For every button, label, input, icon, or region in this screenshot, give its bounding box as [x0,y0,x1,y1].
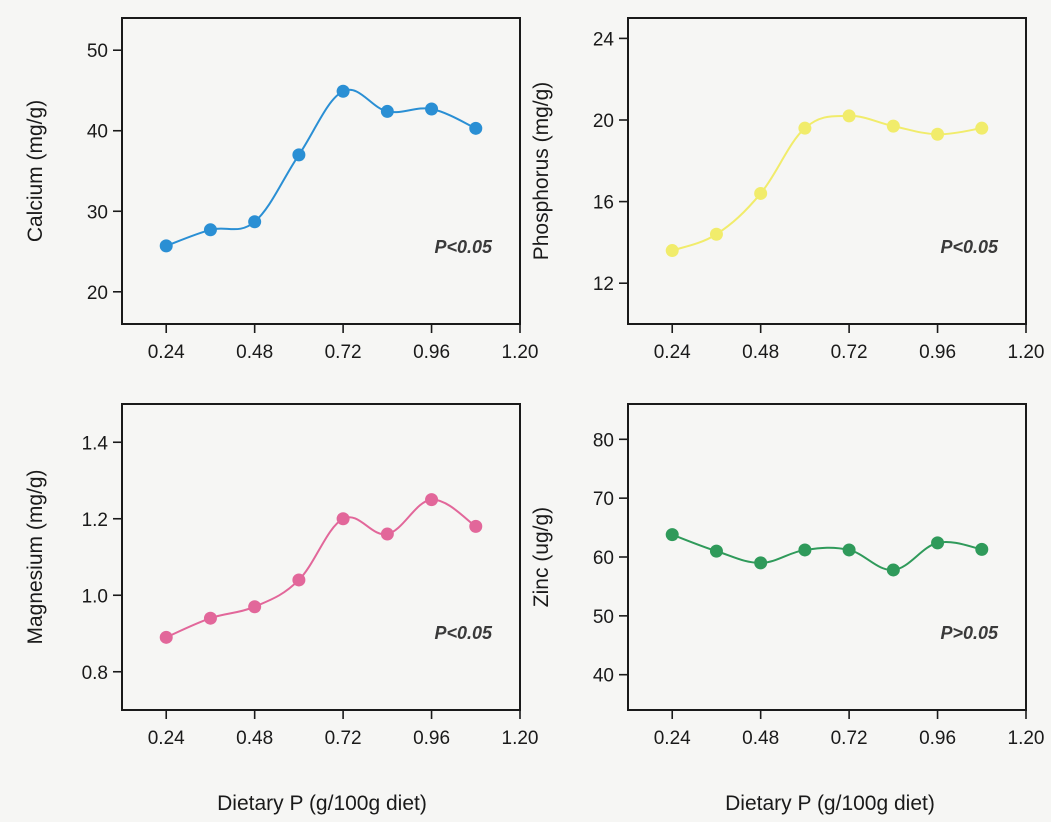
magnesium-x-tick-label: 0.48 [236,728,273,749]
magnesium-y-tick-label: 0.8 [82,663,108,684]
zinc-panel: 0.24 0.48 0.72 0.96 1.20 40 50 60 70 80 Zinc (ug/g… [530,403,1045,749]
magnesium-x-tick-label: 1.20 [502,728,539,749]
calcium-x-tick-label: 0.96 [413,342,450,363]
magnesium-data-point [292,573,306,587]
zinc-x-tick-label: 0.72 [831,728,868,749]
phosphorus-data-point [886,119,900,133]
calcium-data-point [292,148,306,162]
magnesium-data-point [469,519,483,533]
phosphorus-data-point [842,109,856,123]
phosphorus-y-tick-label: 16 [593,193,614,214]
calcium-y-tick-label: 40 [87,122,108,143]
phosphorus-x-tick-label: 0.24 [654,342,691,363]
calcium-y-axis-label: Calcium (mg/g) [24,100,47,242]
magnesium-data-point [380,527,394,541]
phosphorus-data-point [931,127,945,141]
calcium-y-tick-label: 20 [87,283,108,304]
magnesium-y-tick-label: 1.2 [82,510,108,531]
phosphorus-data-point [975,121,989,135]
magnesium-x-tick-label: 0.96 [413,728,450,749]
magnesium-axes-frame [121,403,521,711]
phosphorus-y-axis-label: Phosphorus (mg/g) [530,82,553,261]
calcium-data-point [469,121,483,135]
magnesium-y-tick-label: 1.0 [82,586,108,607]
zinc-data-point [665,528,679,542]
calcium-p-value-annotation: P<0.05 [434,237,493,257]
calcium-data-point [380,104,394,118]
zinc-data-point [798,543,812,557]
magnesium-p-value-annotation: P<0.05 [434,623,493,643]
phosphorus-y-tick-label: 12 [593,274,614,295]
zinc-axes-frame [627,403,1027,711]
calcium-axes-frame [121,17,521,325]
phosphorus-x-tick-label: 1.20 [1008,342,1045,363]
calcium-x-tick-label: 0.24 [148,342,185,363]
zinc-p-value-annotation: P>0.05 [940,623,999,643]
magnesium-data-point [336,512,350,526]
zinc-data-point [886,563,900,577]
calcium-x-tick-label: 0.72 [325,342,362,363]
magnesium-data-point [425,493,439,507]
calcium-x-tick-label: 0.48 [236,342,273,363]
zinc-y-tick-label: 40 [593,666,614,687]
phosphorus-x-tick-label: 0.72 [831,342,868,363]
zinc-data-point [709,544,723,558]
calcium-x-tick-label: 1.20 [502,342,539,363]
zinc-y-tick-label: 70 [593,489,614,510]
x-axis-label-left: Dietary P (g/100g diet) [217,792,427,815]
phosphorus-panel: 0.24 0.48 0.72 0.96 1.20 12 16 20 24 Phosphorus (… [530,17,1045,363]
phosphorus-y-tick-label: 20 [593,111,614,132]
magnesium-y-axis-label: Magnesium (mg/g) [24,469,47,644]
calcium-data-point [336,84,350,98]
phosphorus-p-value-annotation: P<0.05 [940,237,999,257]
calcium-data-point [203,223,217,237]
zinc-x-tick-label: 0.48 [742,728,779,749]
phosphorus-x-tick-label: 0.48 [742,342,779,363]
calcium-y-tick-label: 30 [87,202,108,223]
magnesium-data-point [159,630,173,644]
magnesium-x-tick-label: 0.72 [325,728,362,749]
zinc-y-tick-label: 50 [593,607,614,628]
x-axis-label-right: Dietary P (g/100g diet) [725,792,935,815]
zinc-data-point [754,556,768,570]
calcium-data-point [425,102,439,116]
calcium-y-tick-label: 50 [87,41,108,62]
zinc-y-tick-label: 80 [593,430,614,451]
calcium-panel: 0.24 0.48 0.72 0.96 1.20 20 30 40 50 Calcium (mg/… [24,17,539,363]
phosphorus-y-tick-label: 24 [593,29,615,50]
phosphorus-data-point [798,121,812,135]
phosphorus-data-point [665,244,679,258]
magnesium-y-tick-label: 1.4 [82,433,109,454]
magnesium-panel: 0.24 0.48 0.72 0.96 1.20 0.8 1.0 1.2 1.4 Magnesiu… [24,403,539,749]
zinc-data-point [975,542,989,556]
phosphorus-axes-frame [627,17,1027,325]
zinc-data-point [842,543,856,557]
phosphorus-data-point [754,186,768,200]
magnesium-data-point [248,600,262,614]
zinc-x-tick-label: 0.24 [654,728,691,749]
zinc-y-tick-label: 60 [593,548,614,569]
magnesium-x-tick-label: 0.24 [148,728,185,749]
phosphorus-x-tick-label: 0.96 [919,342,956,363]
magnesium-data-point [203,611,217,625]
calcium-data-point [248,215,262,229]
zinc-y-axis-label: Zinc (ug/g) [530,507,553,607]
zinc-data-point [931,536,945,550]
zinc-x-tick-label: 0.96 [919,728,956,749]
phosphorus-data-point [709,227,723,241]
zinc-x-tick-label: 1.20 [1008,728,1045,749]
calcium-data-point [159,239,173,253]
calcium-series-line [165,88,477,247]
